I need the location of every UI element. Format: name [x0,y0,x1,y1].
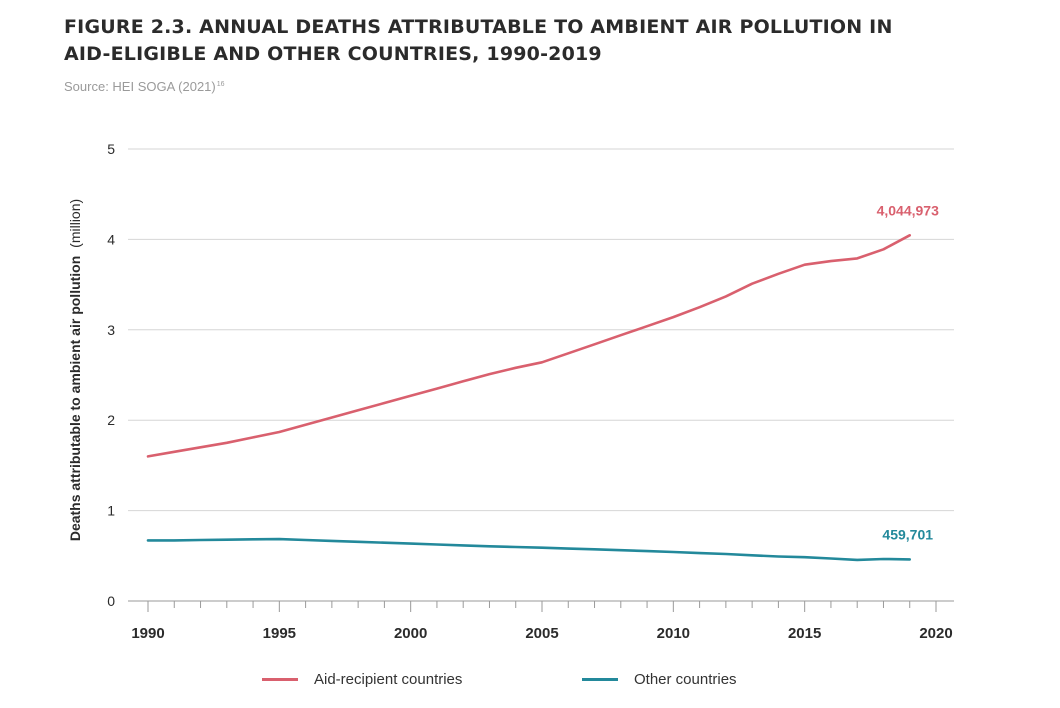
series-line-other [146,537,912,562]
series-lines [146,234,912,562]
series-line-aid-recipient [146,234,912,458]
data-point-other-2011 [698,552,700,554]
legend-item-other: Other countries [582,671,737,688]
legend-label-other: Other countries [634,671,737,688]
data-point-other-1991 [173,539,175,541]
data-point-aid-recipient-2015 [803,264,805,266]
data-point-other-2007 [593,548,595,550]
data-point-aid-recipient-1998 [357,409,359,411]
data-point-aid-recipient-2006 [567,352,569,354]
data-point-aid-recipient-2019 [909,234,911,236]
x-axis: 1990 1995 2000 2005 2010 2015 2020 [128,600,954,642]
data-point-aid-recipient-2017 [856,257,858,259]
data-point-other-2019 [909,558,911,560]
data-labels: 4,044,973 459,701 [877,202,939,542]
x-tick-label-2020: 2020 [919,625,952,642]
data-point-other-2013 [751,554,753,556]
x-tick-label-1995: 1995 [263,625,296,642]
data-point-other-2010 [672,551,674,553]
data-label-aid-recipient: 4,044,973 [877,202,939,218]
y-axis-label: Deaths attributable to ambient air pollu… [67,199,83,541]
data-point-aid-recipient-2010 [672,316,674,318]
y-axis-label-unit: (million) [67,199,83,248]
data-point-aid-recipient-2005 [541,361,543,363]
data-point-other-2008 [620,549,622,551]
y-tick-label-2: 2 [107,412,115,428]
data-point-aid-recipient-1997 [331,416,333,418]
data-point-aid-recipient-2018 [882,248,884,250]
legend-label-aid-recipient: Aid-recipient countries [314,671,463,688]
data-point-other-2012 [725,553,727,555]
data-point-aid-recipient-2008 [620,334,622,336]
data-point-other-1999 [383,541,385,543]
data-point-other-2017 [856,559,858,561]
y-tick-label-1: 1 [107,503,115,519]
data-point-other-2004 [515,546,517,548]
legend-item-aid-recipient: Aid-recipient countries [262,671,462,688]
figure-title: FIGURE 2.3. ANNUAL DEATHS ATTRIBUTABLE T… [64,16,893,65]
data-point-other-2002 [462,544,464,546]
data-point-other-1998 [357,541,359,543]
data-point-aid-recipient-2014 [777,273,779,275]
data-point-other-2014 [777,555,779,557]
data-point-aid-recipient-1996 [304,424,306,426]
data-point-aid-recipient-2000 [409,395,411,397]
data-point-other-2009 [646,550,648,552]
source-reference: 16 [216,80,225,88]
figure-source: Source: HEI SOGA (2021)16 [64,79,225,94]
source-label: Source: HEI SOGA (2021) [64,79,216,94]
x-tick-label-2015: 2015 [788,625,821,642]
data-label-other: 459,701 [882,526,933,542]
data-point-aid-recipient-2016 [830,260,832,262]
data-point-aid-recipient-1999 [383,402,385,404]
data-point-aid-recipient-2001 [436,387,438,389]
data-point-aid-recipient-2013 [751,282,753,284]
data-point-aid-recipient-2011 [698,306,700,308]
data-point-aid-recipient-2003 [488,373,490,375]
y-tick-label-5: 5 [107,141,115,157]
data-point-aid-recipient-1992 [199,446,201,448]
x-tick-label-1990: 1990 [131,625,164,642]
data-point-aid-recipient-2002 [462,380,464,382]
gridlines: 0 1 2 3 4 5 [107,141,954,609]
data-point-other-2000 [409,542,411,544]
x-tick-label-2005: 2005 [525,625,558,642]
data-point-aid-recipient-1995 [278,431,280,433]
data-point-aid-recipient-2009 [646,325,648,327]
data-point-aid-recipient-1994 [252,436,254,438]
data-point-aid-recipient-2012 [725,295,727,297]
y-tick-label-0: 0 [107,593,115,609]
data-point-other-1993 [226,539,228,541]
data-point-aid-recipient-1993 [226,442,228,444]
data-point-other-2015 [803,556,805,558]
legend-swatch-other [582,678,618,681]
y-tick-label-4: 4 [107,231,115,247]
y-tick-label-3: 3 [107,322,115,338]
x-tick-label-2000: 2000 [394,625,427,642]
data-point-other-1996 [304,539,306,541]
data-point-aid-recipient-2004 [515,367,517,369]
data-point-other-2001 [436,543,438,545]
data-point-other-1992 [199,539,201,541]
data-point-other-2005 [541,546,543,548]
data-point-other-2003 [488,545,490,547]
data-point-other-2016 [830,557,832,559]
x-tick-label-2010: 2010 [657,625,690,642]
legend-swatch-aid-recipient [262,678,298,681]
data-point-aid-recipient-1990 [147,455,149,457]
y-axis-label-main: Deaths attributable to ambient air pollu… [67,256,83,541]
data-point-other-1995 [278,538,280,540]
data-point-other-1990 [147,539,149,541]
data-point-aid-recipient-2007 [593,343,595,345]
data-point-other-1994 [252,538,254,540]
data-point-other-2006 [567,547,569,549]
data-point-other-2018 [882,558,884,560]
data-point-other-1997 [331,540,333,542]
data-point-aid-recipient-1991 [173,451,175,453]
